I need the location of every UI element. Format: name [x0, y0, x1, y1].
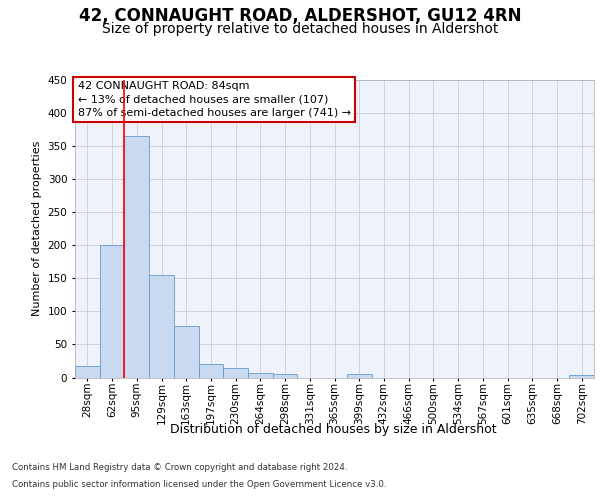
Bar — [248, 373, 273, 378]
Bar — [75, 366, 100, 378]
Text: Size of property relative to detached houses in Aldershot: Size of property relative to detached ho… — [102, 22, 498, 36]
Bar — [199, 364, 223, 378]
Text: Contains public sector information licensed under the Open Government Licence v3: Contains public sector information licen… — [12, 480, 386, 489]
Bar — [569, 375, 594, 378]
Bar — [124, 136, 149, 378]
Y-axis label: Number of detached properties: Number of detached properties — [32, 141, 42, 316]
Bar — [100, 244, 124, 378]
Text: Contains HM Land Registry data © Crown copyright and database right 2024.: Contains HM Land Registry data © Crown c… — [12, 464, 347, 472]
Text: Distribution of detached houses by size in Aldershot: Distribution of detached houses by size … — [170, 422, 496, 436]
Text: 42, CONNAUGHT ROAD, ALDERSHOT, GU12 4RN: 42, CONNAUGHT ROAD, ALDERSHOT, GU12 4RN — [79, 8, 521, 26]
Bar — [174, 326, 199, 378]
Bar — [273, 374, 298, 378]
Bar — [347, 374, 371, 378]
Bar — [149, 275, 174, 378]
Text: 42 CONNAUGHT ROAD: 84sqm
← 13% of detached houses are smaller (107)
87% of semi-: 42 CONNAUGHT ROAD: 84sqm ← 13% of detach… — [77, 82, 351, 118]
Bar — [223, 368, 248, 378]
